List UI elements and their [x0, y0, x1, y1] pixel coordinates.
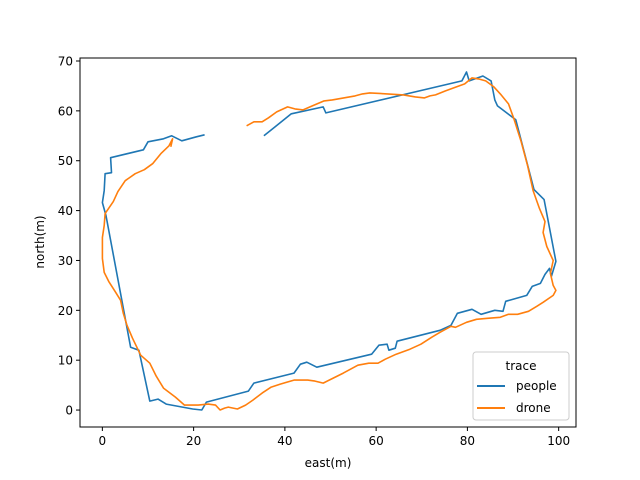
- x-axis: 0 20 40 60 80 100: [99, 427, 570, 448]
- y-tick-label: 50: [58, 154, 73, 168]
- legend: trace people drone: [472, 351, 570, 421]
- y-tick-label: 20: [58, 304, 73, 318]
- x-tick-label: 100: [547, 434, 570, 448]
- legend-title: trace: [506, 359, 537, 373]
- y-tick-label: 60: [58, 104, 73, 118]
- plot-frame: [79, 57, 577, 428]
- y-tick-label: 0: [65, 404, 73, 418]
- legend-label-people: people: [516, 379, 557, 393]
- series-line-drone: [101, 77, 557, 411]
- y-tick-label: 10: [58, 354, 73, 368]
- x-tick-label: 80: [460, 434, 475, 448]
- y-tick-label: 40: [58, 204, 73, 218]
- legend-label-drone: drone: [516, 401, 551, 415]
- series-layer: [101, 71, 557, 411]
- y-tick-label: 70: [58, 54, 73, 68]
- y-axis-title: north(m): [33, 215, 47, 268]
- x-tick-label: 20: [186, 434, 201, 448]
- x-tick-label: 0: [99, 434, 107, 448]
- y-axis: 0 10 20 30 40 50 60 70: [58, 54, 80, 418]
- x-tick-label: 60: [368, 434, 383, 448]
- series-line-people: [101, 71, 557, 411]
- x-tick-label: 40: [277, 434, 292, 448]
- legend-box: [472, 351, 570, 421]
- x-axis-title: east(m): [305, 456, 352, 470]
- y-tick-label: 30: [58, 254, 73, 268]
